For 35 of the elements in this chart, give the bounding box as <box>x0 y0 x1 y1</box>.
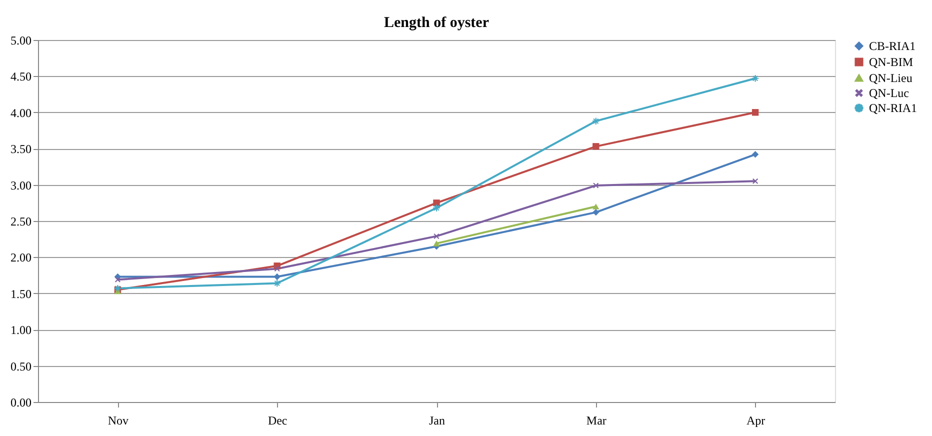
x-tick-label: Nov <box>108 414 129 428</box>
legend-label: QN-Luc <box>869 86 909 100</box>
y-tick-label: 4.50 <box>10 70 32 84</box>
point <box>114 276 120 282</box>
point <box>593 182 599 188</box>
x-tick-label: Mar <box>586 414 606 428</box>
chart-title: Length of oyster <box>384 15 490 31</box>
y-tick-label: 2.50 <box>10 214 32 228</box>
y-tick-label: 3.00 <box>10 178 32 192</box>
point <box>274 266 280 272</box>
point <box>592 208 600 216</box>
point <box>434 233 440 239</box>
y-tick-label: 0.50 <box>10 359 32 374</box>
y-tick-label: 0.00 <box>10 396 32 410</box>
legend-label: QN-BIM <box>869 55 914 69</box>
x-tick-label: Jan <box>429 414 445 428</box>
point <box>752 109 759 116</box>
point <box>433 200 440 206</box>
x-tick-label: Apr <box>746 414 766 428</box>
point <box>592 143 600 150</box>
legend-label: QN-Lieu <box>869 71 912 85</box>
legend-label: CB-RIA1 <box>869 39 916 53</box>
point <box>752 178 758 184</box>
y-tick-label: 2.00 <box>10 250 32 265</box>
point <box>433 240 440 246</box>
point <box>274 273 280 280</box>
legend-label: QN-RIA1 <box>869 101 917 115</box>
y-tick-label: 3.50 <box>10 142 32 156</box>
point <box>752 151 759 158</box>
y-tick-label: 1.50 <box>10 286 32 301</box>
x-tick-label: Dec <box>268 414 288 428</box>
y-tick-label: 1.00 <box>10 323 32 338</box>
point <box>592 204 600 210</box>
y-tick-label: 5.00 <box>10 34 32 48</box>
y-tick-label: 4.00 <box>10 106 32 120</box>
